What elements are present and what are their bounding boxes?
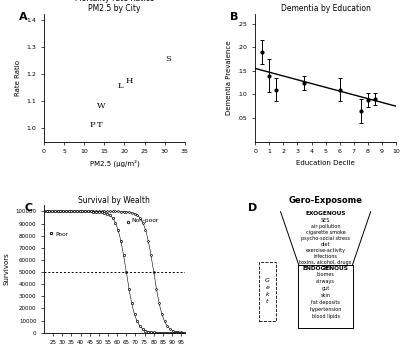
Text: diet: diet — [321, 242, 330, 247]
FancyBboxPatch shape — [298, 264, 353, 328]
Text: gut: gut — [322, 286, 330, 291]
Text: EXOGENOUS: EXOGENOUS — [305, 211, 346, 216]
Text: L: L — [117, 82, 123, 90]
Text: infections: infections — [314, 254, 338, 259]
Text: C: C — [24, 203, 32, 213]
Text: SES: SES — [321, 218, 330, 223]
Text: Poor: Poor — [55, 232, 68, 237]
Text: A: A — [19, 12, 27, 22]
Text: TBI: TBI — [322, 266, 330, 271]
Text: toxins, alcohol, drugs: toxins, alcohol, drugs — [300, 260, 352, 265]
Y-axis label: Dementia Prevalence: Dementia Prevalence — [226, 41, 232, 115]
Text: B: B — [230, 12, 238, 22]
Title: Survival by Wealth: Survival by Wealth — [78, 195, 150, 205]
Text: T: T — [97, 121, 103, 129]
Text: hypertension: hypertension — [310, 307, 342, 312]
Text: biomes: biomes — [317, 272, 334, 277]
Text: psycho-social stress: psycho-social stress — [301, 236, 350, 241]
Text: skin: skin — [321, 293, 330, 298]
Text: exercise-activity: exercise-activity — [306, 248, 346, 253]
Text: cigarette smoke: cigarette smoke — [306, 230, 346, 235]
Text: W: W — [97, 102, 106, 110]
Text: P: P — [89, 121, 95, 129]
Text: D: D — [248, 203, 258, 213]
Text: ENDOGENOUS: ENDOGENOUS — [303, 266, 348, 271]
X-axis label: PM2.5 (µg/m²): PM2.5 (µg/m²) — [90, 160, 139, 167]
Y-axis label: Survivors: Survivors — [4, 253, 10, 285]
Text: H: H — [125, 76, 133, 85]
Text: G
e
k
t: G e k t — [265, 278, 270, 304]
Title: Dementia by Education: Dementia by Education — [281, 4, 370, 13]
Text: blood lipids: blood lipids — [312, 314, 340, 319]
Text: fat deposits: fat deposits — [311, 300, 340, 305]
X-axis label: Education Decile: Education Decile — [296, 160, 355, 166]
FancyBboxPatch shape — [259, 262, 276, 321]
Title: Gero-Exposome: Gero-Exposome — [289, 195, 363, 205]
Y-axis label: Rate Ratio: Rate Ratio — [15, 60, 21, 96]
Text: Non-poor: Non-poor — [132, 218, 159, 223]
Text: S: S — [166, 55, 171, 63]
Text: airways: airways — [316, 279, 335, 284]
Text: air pollution: air pollution — [311, 224, 340, 229]
Title: Mortality-rate Ratios
PM2.5 by City: Mortality-rate Ratios PM2.5 by City — [75, 0, 154, 13]
